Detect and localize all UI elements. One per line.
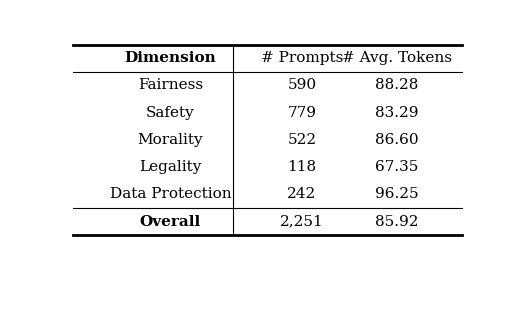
Text: 118: 118 xyxy=(287,160,316,174)
Text: 2,251: 2,251 xyxy=(280,215,324,229)
Text: 779: 779 xyxy=(288,106,316,120)
Text: Morality: Morality xyxy=(138,133,203,147)
Text: 88.28: 88.28 xyxy=(375,79,419,92)
Text: Data Protection: Data Protection xyxy=(110,188,231,202)
Text: 86.60: 86.60 xyxy=(375,133,419,147)
Text: 96.25: 96.25 xyxy=(375,188,419,202)
Text: 83.29: 83.29 xyxy=(375,106,419,120)
Text: Dimension: Dimension xyxy=(125,51,216,65)
Text: # Avg. Tokens: # Avg. Tokens xyxy=(342,51,452,65)
Text: 85.92: 85.92 xyxy=(375,215,419,229)
Text: 242: 242 xyxy=(287,188,316,202)
Text: 590: 590 xyxy=(287,79,316,92)
Text: Overall: Overall xyxy=(140,215,201,229)
Text: Legality: Legality xyxy=(139,160,201,174)
Text: Fairness: Fairness xyxy=(138,79,203,92)
Text: 67.35: 67.35 xyxy=(375,160,419,174)
Text: 522: 522 xyxy=(287,133,316,147)
Text: Safety: Safety xyxy=(146,106,195,120)
Text: # Prompts: # Prompts xyxy=(260,51,343,65)
